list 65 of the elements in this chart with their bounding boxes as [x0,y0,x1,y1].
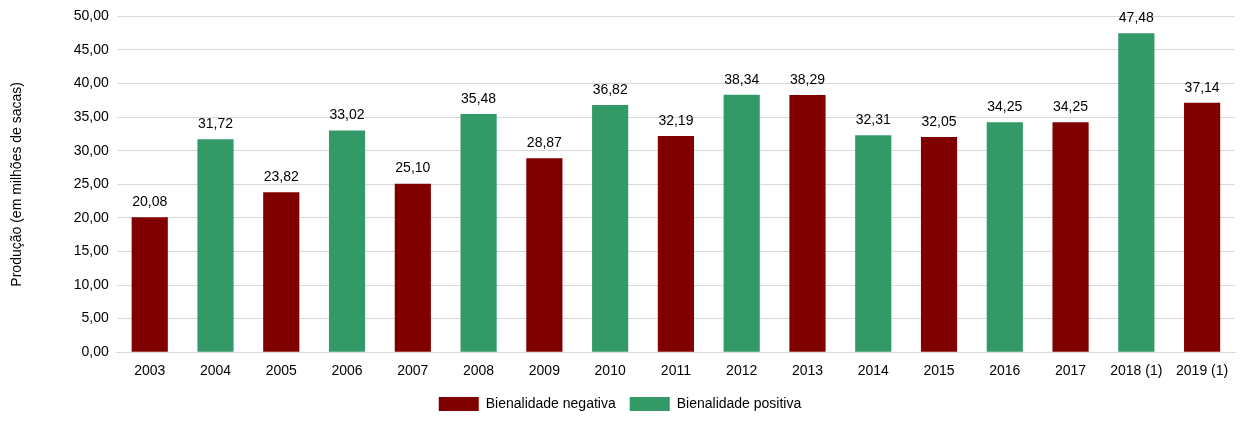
data-label: 32,19 [658,111,694,128]
x-tick-label: 2003 [134,362,166,379]
x-tick-label: 2011 [660,362,692,379]
data-label: 36,82 [592,80,628,97]
legend-label: Bienalidade negativa [485,394,616,411]
x-tick-label: 2010 [594,362,626,379]
bar [789,95,826,352]
data-label: 32,31 [855,111,891,128]
y-tick-label: 10,00 [73,275,110,292]
x-tick-label: 2015 [923,362,955,379]
data-label: 31,72 [197,115,234,132]
bar [328,130,366,352]
y-tick-label: 35,00 [73,108,110,124]
y-tick-label: 30,00 [73,141,110,158]
bar [526,158,563,352]
x-tick-label: 2016 [989,362,1021,379]
bar [394,183,431,352]
y-tick-label: 20,00 [73,208,110,225]
y-tick-label: 5,00 [81,309,110,326]
bar [657,136,695,352]
x-tick-label: 2012 [726,362,758,379]
data-label: 20,08 [132,193,168,210]
bar [263,192,300,352]
data-label: 32,05 [921,112,957,129]
y-tick-label: 0,00 [81,343,110,360]
bar [986,122,1023,352]
y-tick-label: 40,00 [73,74,110,91]
bar [723,94,760,352]
y-tick-label: 15,00 [73,242,110,259]
data-label: 28,87 [526,134,563,151]
bar [197,139,234,352]
bar [1118,33,1155,352]
data-label: 35,48 [461,89,497,106]
data-label: 34,25 [1053,98,1089,115]
x-tick-label: 2005 [265,362,298,379]
bar [592,104,629,352]
y-axis-title: Produção (em milhões de sacas) [8,81,25,287]
bar [1184,102,1221,352]
x-tick-label: 2019 (1) [1176,362,1229,379]
bar [131,217,168,352]
data-label: 47,48 [1118,9,1155,26]
bar [1052,122,1089,352]
y-tick-label: 25,00 [73,175,110,192]
data-label: 38,34 [724,70,760,87]
data-label: 33,02 [329,106,365,123]
x-tick-label: 2014 [857,362,890,379]
bar [460,113,497,352]
legend-label: Bienalidade positiva [676,394,802,411]
x-tick-label: 2006 [331,362,363,379]
y-tick-label: 50,00 [73,7,110,24]
data-label: 38,29 [789,70,826,87]
data-label: 37,14 [1184,78,1220,95]
x-tick-label: 2004 [199,362,232,379]
x-tick-label: 2017 [1054,362,1087,379]
bar [855,135,892,352]
data-label: 23,82 [263,168,299,185]
x-tick-label: 2018 (1) [1110,362,1163,379]
x-tick-label: 2007 [397,362,429,379]
x-tick-label: 2008 [463,362,495,379]
data-label: 34,25 [987,98,1023,115]
bar [920,136,958,352]
data-label: 25,10 [395,159,431,176]
x-tick-label: 2009 [528,362,561,379]
x-tick-label: 2013 [791,362,824,379]
y-tick-label: 45,00 [73,40,110,57]
